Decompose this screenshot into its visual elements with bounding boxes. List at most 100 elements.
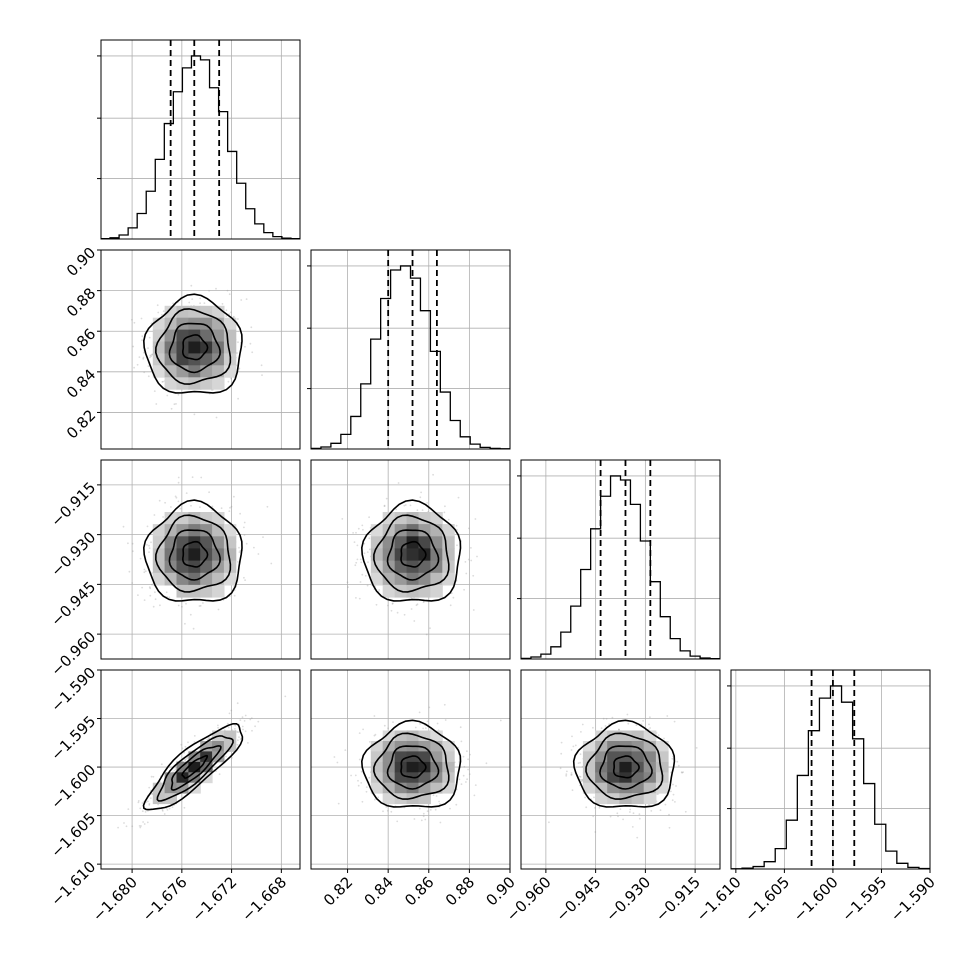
contour-line: [572, 719, 676, 808]
scatter-point: [354, 774, 357, 777]
scatter-point: [138, 356, 141, 358]
scatter-point: [426, 810, 429, 813]
scatter-point: [404, 504, 407, 506]
scatter-point: [136, 363, 139, 366]
scatter-point: [463, 588, 465, 591]
scatter-point: [347, 586, 349, 588]
scatter-point: [141, 586, 144, 589]
scatter-point: [183, 751, 186, 754]
contour-line: [142, 723, 244, 811]
density-block: [223, 341, 237, 354]
scatter-point: [358, 732, 361, 734]
scatter-point: [466, 778, 468, 781]
scatter-point: [131, 542, 134, 545]
scatter-point: [341, 518, 344, 520]
scatter-point: [234, 724, 237, 727]
scatter-point: [666, 715, 669, 717]
scatter-point: [153, 514, 156, 516]
contour-line: [170, 745, 222, 791]
scatter-point: [149, 354, 152, 357]
scatter-point: [472, 574, 475, 577]
scatter-point: [392, 721, 394, 723]
y-tick-label: −0.945: [47, 578, 99, 630]
scatter-point: [185, 492, 188, 494]
scatter-point: [344, 749, 347, 751]
contour-line: [360, 719, 462, 808]
y-tick-label: 0.90: [63, 244, 99, 280]
scatter-point: [354, 564, 357, 567]
scatter-point: [227, 726, 230, 729]
density-block: [418, 548, 431, 562]
scatter-point: [426, 720, 429, 723]
scatter-point: [249, 718, 252, 721]
scatter-point: [123, 822, 125, 824]
scatter-point: [361, 573, 364, 576]
scatter-point: [584, 796, 586, 799]
scatter-point: [218, 773, 221, 776]
scatter-point: [253, 546, 255, 549]
scatter-point: [424, 727, 427, 730]
density-block: [176, 560, 189, 574]
scatter-point: [239, 719, 242, 721]
density-block: [595, 741, 608, 752]
scatter-point: [191, 298, 194, 300]
scatter-point: [337, 802, 340, 805]
scatter-point: [350, 774, 352, 777]
scatter-point: [617, 815, 619, 818]
density-block: [152, 365, 166, 378]
panel-3-0: −1.610−1.605−1.600−1.595−1.590−1.680−1.6…: [47, 664, 301, 925]
scatter-point: [193, 413, 196, 416]
scatter-point: [668, 826, 671, 829]
scatter-point: [671, 757, 674, 760]
density-blocks: [370, 730, 455, 805]
scatter-point: [132, 345, 135, 348]
density-block: [394, 782, 408, 794]
scatter-point: [236, 702, 239, 705]
scatter-point: [416, 603, 419, 606]
density-block: [430, 761, 443, 773]
scatter-point: [357, 779, 359, 782]
contour-line: [181, 754, 209, 779]
scatter-point: [403, 504, 406, 507]
scatter-point: [193, 735, 196, 737]
scatter-point: [360, 770, 363, 773]
density-block: [212, 524, 225, 537]
density-block: [418, 536, 431, 549]
scatter-point: [396, 611, 399, 614]
scatter-point: [172, 302, 175, 305]
scatter-point: [251, 351, 254, 354]
density-block: [370, 741, 384, 752]
scatter-point: [430, 729, 432, 731]
scatter-point: [579, 778, 582, 781]
scatter-point: [574, 744, 577, 747]
scatter-point: [391, 602, 394, 605]
density-block: [223, 572, 237, 586]
scatter-point: [443, 703, 446, 706]
scatter-point: [139, 557, 142, 560]
scatter-point: [425, 633, 428, 636]
scatter-point: [161, 810, 164, 812]
scatter-point: [368, 548, 371, 551]
scatter-point: [211, 505, 214, 508]
y-tick-label: 0.82: [63, 406, 99, 442]
scatter-point: [365, 790, 368, 793]
scatter-point: [203, 302, 206, 304]
scatter-point: [676, 760, 679, 763]
density-block: [619, 761, 633, 773]
density-block: [212, 341, 225, 354]
density-block: [442, 761, 455, 773]
scatter-point: [365, 786, 368, 788]
scatter-point: [141, 339, 143, 342]
scatter-point: [143, 351, 145, 354]
x-tick-label: −1.676: [139, 873, 191, 925]
density-block: [164, 572, 177, 586]
scatter-point: [243, 521, 246, 524]
scatter-point: [147, 347, 149, 349]
scatter-point: [140, 317, 143, 320]
density-block: [406, 761, 419, 773]
scatter-point: [577, 762, 580, 764]
scatter-point: [409, 504, 412, 507]
scatter-point: [420, 491, 422, 494]
scatter-point: [234, 728, 236, 730]
density-block: [370, 548, 384, 562]
